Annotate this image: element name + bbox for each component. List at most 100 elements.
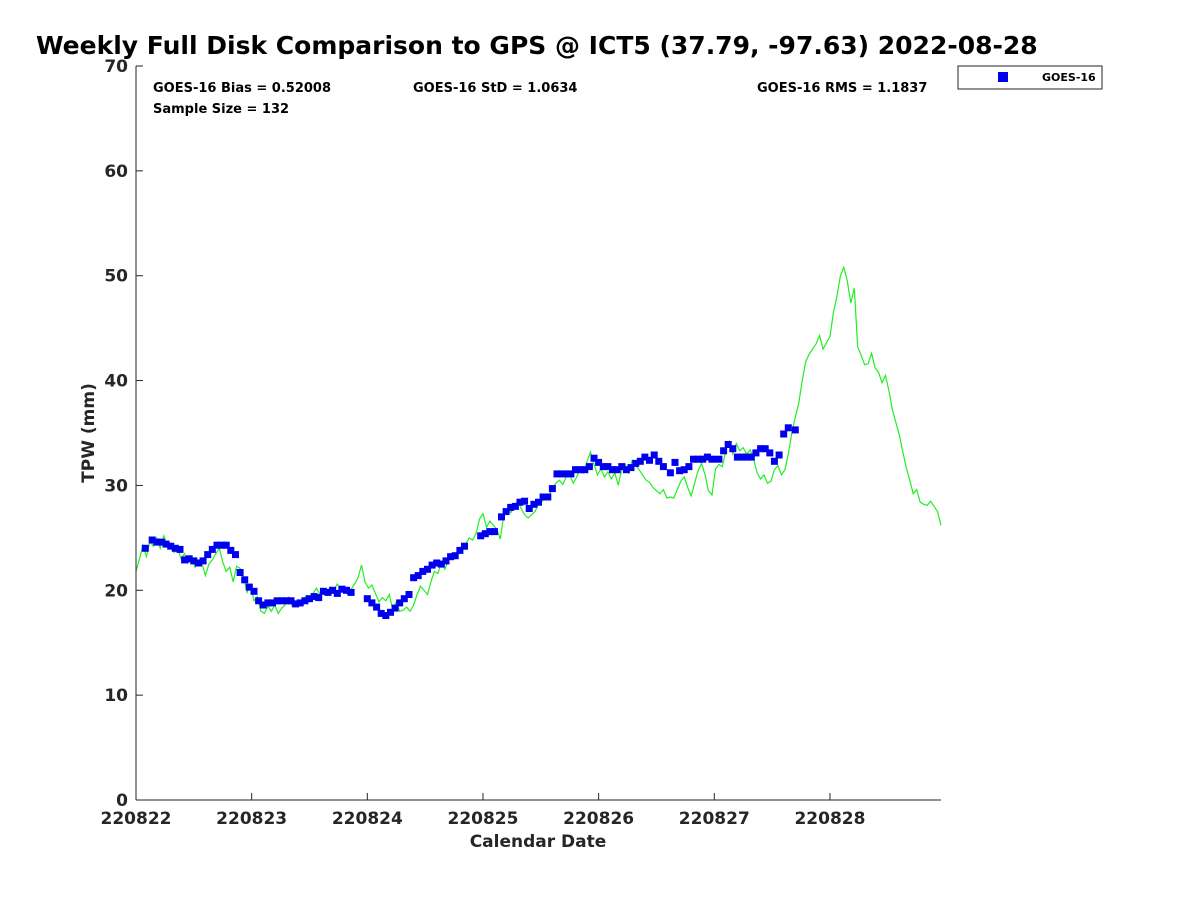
x-tick-label: 220825 xyxy=(447,809,518,829)
goes16-point xyxy=(558,470,566,478)
goes16-point xyxy=(442,557,450,565)
goes16-point xyxy=(148,536,156,544)
goes16-point xyxy=(715,455,723,463)
goes16-point xyxy=(539,493,547,501)
goes16-point xyxy=(733,453,741,461)
goes16-point xyxy=(650,451,658,459)
goes16-point xyxy=(535,498,542,506)
goes16-point xyxy=(530,500,538,508)
goes16-point xyxy=(377,609,385,617)
goes16-point xyxy=(255,597,263,605)
goes16-point xyxy=(241,576,249,584)
goes16-point xyxy=(324,588,332,596)
legend-label-goes16: GOES-16 xyxy=(1042,71,1096,84)
goes16-point xyxy=(185,555,193,563)
goes16-point xyxy=(245,583,253,591)
goes16-point xyxy=(548,485,556,493)
goes16-point xyxy=(766,449,774,457)
goes16-point xyxy=(333,589,341,597)
legend: GOES-16 xyxy=(957,65,1103,90)
goes16-point xyxy=(581,466,589,474)
goes16-point xyxy=(433,559,441,567)
goes16-point xyxy=(641,453,649,461)
goes16-point xyxy=(250,587,258,595)
goes16-point xyxy=(373,603,381,611)
x-tick-label: 220822 xyxy=(101,809,172,829)
goes16-point xyxy=(703,453,711,461)
goes16-point xyxy=(405,591,413,598)
goes16-point xyxy=(609,466,616,474)
goes16-point xyxy=(347,588,355,596)
goes16-point xyxy=(296,599,304,607)
goes16-point xyxy=(632,459,640,467)
goes16-point xyxy=(232,551,239,559)
goes16-point xyxy=(791,426,799,434)
goes16-point xyxy=(562,470,570,478)
y-tick-label: 0 xyxy=(116,791,128,811)
goes16-point xyxy=(424,565,431,573)
goes16-point xyxy=(343,586,350,594)
goes16-point xyxy=(729,445,737,453)
goes16-point xyxy=(507,503,515,511)
goes16-point xyxy=(708,455,716,463)
goes16-point xyxy=(451,552,459,560)
goes16-point xyxy=(666,469,674,477)
goes16-point xyxy=(162,540,170,548)
goes16-point xyxy=(278,597,286,605)
goes16-point xyxy=(747,453,755,461)
goes16-point xyxy=(636,457,644,465)
goes16-point xyxy=(461,542,468,550)
goes16-point xyxy=(153,538,161,546)
goes16-point xyxy=(694,455,702,463)
goes16-point xyxy=(486,528,494,536)
goes16-point xyxy=(204,551,212,559)
goes16-point xyxy=(259,601,267,609)
goes16-point xyxy=(447,553,455,561)
goes16-point xyxy=(273,597,281,605)
goes16-point xyxy=(613,466,621,474)
goes16-point xyxy=(567,470,575,478)
goes16-point xyxy=(477,532,485,540)
goes16-point xyxy=(511,502,519,510)
plot-area: 0 10 20 30 40 50 60 70 220822 220823 220824 220825… xyxy=(101,57,942,829)
goes16-point xyxy=(213,541,221,549)
goes16-point xyxy=(604,463,612,471)
stat-sample-size: Sample Size = 132 xyxy=(153,102,289,117)
goes16-point xyxy=(699,455,707,463)
goes16-point xyxy=(770,457,778,465)
goes16-point xyxy=(553,470,561,478)
goes16-point xyxy=(738,453,746,461)
gps-tpw-line xyxy=(135,265,942,615)
y-tick-label: 40 xyxy=(104,372,128,392)
goes16-point xyxy=(585,463,593,471)
stat-rms: GOES-16 RMS = 1.1837 xyxy=(757,81,927,96)
goes16-point xyxy=(391,604,399,612)
goes16-point xyxy=(685,463,693,471)
goes16-marker-layer xyxy=(141,424,799,619)
goes16-point xyxy=(780,430,788,438)
x-axis-label: Calendar Date xyxy=(470,832,607,852)
goes16-point xyxy=(410,574,418,582)
goes16-point xyxy=(618,463,626,471)
goes16-point xyxy=(400,595,408,603)
y-axis-ticks: 0 10 20 30 40 50 60 70 xyxy=(104,57,143,811)
y-tick-label: 30 xyxy=(104,476,128,496)
goes16-point xyxy=(481,530,489,538)
goes16-point xyxy=(525,505,533,512)
goes16-point xyxy=(622,466,630,474)
y-tick-label: 60 xyxy=(104,162,128,182)
y-tick-label: 50 xyxy=(104,267,128,287)
goes16-point xyxy=(516,498,524,506)
stat-std: GOES-16 StD = 1.0634 xyxy=(413,81,577,96)
gps-line-layer xyxy=(135,265,942,615)
goes16-point xyxy=(775,451,783,459)
goes16-point xyxy=(301,597,309,605)
goes16-point xyxy=(757,445,765,453)
goes16-point xyxy=(190,557,198,565)
goes16-point xyxy=(676,467,684,475)
goes16-point xyxy=(292,600,300,608)
goes16-point xyxy=(437,560,445,568)
goes16-point xyxy=(338,585,346,593)
goes16-point xyxy=(544,493,552,501)
goes16-point xyxy=(315,594,323,602)
